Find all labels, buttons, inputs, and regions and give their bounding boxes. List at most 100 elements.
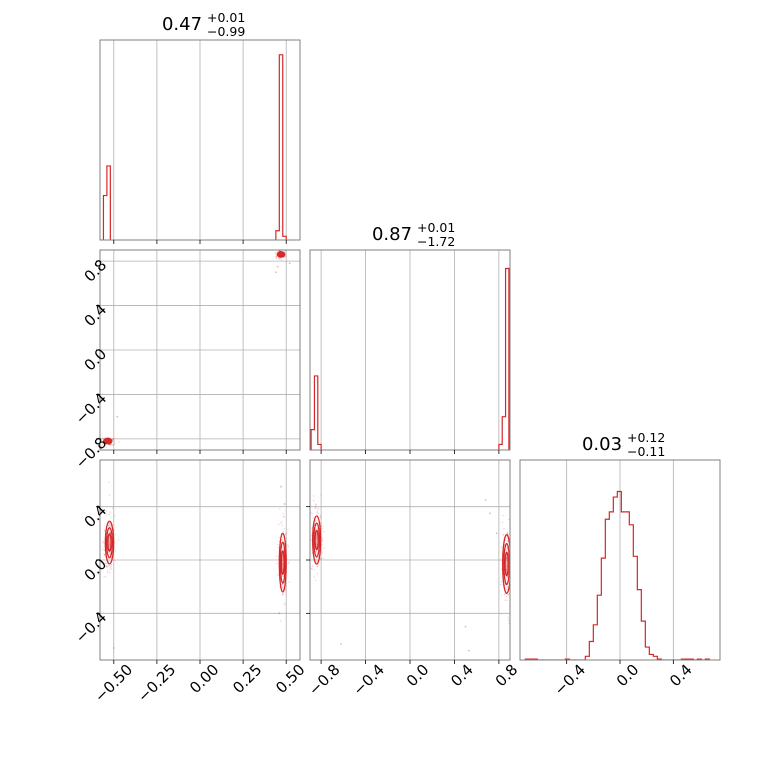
y-tick-label: 0.4 <box>81 300 111 330</box>
sample-point <box>101 548 104 551</box>
sample-point <box>511 549 512 550</box>
sample-point <box>286 544 288 546</box>
histogram-bar <box>649 654 653 660</box>
sample-point <box>278 508 281 510</box>
sample-point <box>315 559 317 561</box>
sample-point <box>106 565 109 568</box>
sample-point <box>284 254 287 257</box>
sample-point <box>506 576 509 579</box>
sample-point <box>506 588 508 591</box>
sample-point <box>501 521 504 524</box>
sample-point <box>282 565 284 567</box>
sample-point <box>281 586 284 588</box>
sample-point <box>315 550 317 553</box>
sample-point <box>282 537 284 539</box>
histogram-bar <box>641 621 645 660</box>
sample-point <box>282 575 284 578</box>
histogram-step-2-2 <box>310 267 510 450</box>
sample-point <box>315 503 317 505</box>
sample-point <box>316 565 319 567</box>
y-tick-label: 0.0 <box>81 345 111 375</box>
sample-point <box>316 560 318 562</box>
y-tick-label: 0.0 <box>81 555 111 585</box>
sample-point <box>281 575 283 577</box>
sample-point <box>316 572 319 574</box>
sample-point <box>282 593 285 596</box>
sample-point <box>108 551 110 553</box>
sample-point <box>287 562 290 565</box>
density-cluster <box>101 481 120 578</box>
sample-point <box>108 524 110 527</box>
sample-point <box>108 481 110 483</box>
sample-point <box>316 519 318 521</box>
sample-point <box>505 557 508 559</box>
sample-point <box>508 518 510 521</box>
sample-point <box>316 511 319 513</box>
histogram-bar <box>625 512 629 660</box>
sample-point <box>501 594 503 597</box>
sample-point <box>316 557 318 559</box>
sample-point <box>109 444 111 446</box>
sample-point <box>107 565 110 567</box>
histogram-bar <box>506 269 509 450</box>
sample-point <box>316 545 318 548</box>
stray-point <box>116 415 119 418</box>
sample-point <box>504 594 506 596</box>
sample-point <box>316 512 318 514</box>
sample-point <box>279 620 282 622</box>
sample-point <box>323 547 325 549</box>
sample-point <box>283 516 285 518</box>
stray-point <box>467 649 470 652</box>
histogram-bar <box>107 166 110 240</box>
sample-point <box>285 532 287 534</box>
sample-point <box>312 517 314 519</box>
contour-level <box>280 550 285 576</box>
sample-point <box>274 252 277 254</box>
sample-point <box>316 527 318 529</box>
sample-point <box>109 544 111 547</box>
sample-point <box>506 559 508 562</box>
sample-point <box>312 499 315 502</box>
histogram-bar <box>597 595 601 660</box>
sample-point <box>101 437 104 439</box>
sample-point <box>113 440 116 443</box>
sample-point <box>103 575 105 578</box>
sample-point <box>511 545 512 546</box>
sample-point <box>315 524 318 527</box>
sample-point <box>506 572 508 574</box>
sample-point <box>281 557 284 559</box>
sample-point <box>314 505 316 507</box>
histogram-bar <box>276 231 279 240</box>
sample-point <box>108 513 110 516</box>
sample-point <box>310 567 313 570</box>
sample-point <box>106 571 109 574</box>
sample-point <box>107 440 109 442</box>
sample-point <box>316 537 318 540</box>
sample-point <box>505 549 507 551</box>
sample-point <box>110 565 112 567</box>
sample-point <box>100 441 102 443</box>
sample-point <box>499 559 502 561</box>
stray-point <box>278 612 281 615</box>
sample-point <box>505 578 508 581</box>
stray-point <box>288 262 291 265</box>
histogram-bar <box>314 376 317 450</box>
sample-point <box>321 540 324 542</box>
sample-point <box>113 541 116 543</box>
density-cluster <box>270 250 287 261</box>
sample-point <box>103 554 106 556</box>
sample-point <box>507 575 509 578</box>
contour-level <box>279 541 286 584</box>
sample-point <box>275 252 278 254</box>
sample-point <box>108 494 111 496</box>
sample-point <box>508 622 510 624</box>
x-tick-label: 0.4 <box>447 661 477 691</box>
sample-point <box>108 529 111 531</box>
sample-point <box>505 568 508 571</box>
sample-point <box>118 441 120 443</box>
sample-point <box>106 566 108 568</box>
sample-point <box>279 258 281 260</box>
sample-point <box>280 522 282 524</box>
sample-point <box>312 495 315 497</box>
sample-point <box>314 519 317 522</box>
